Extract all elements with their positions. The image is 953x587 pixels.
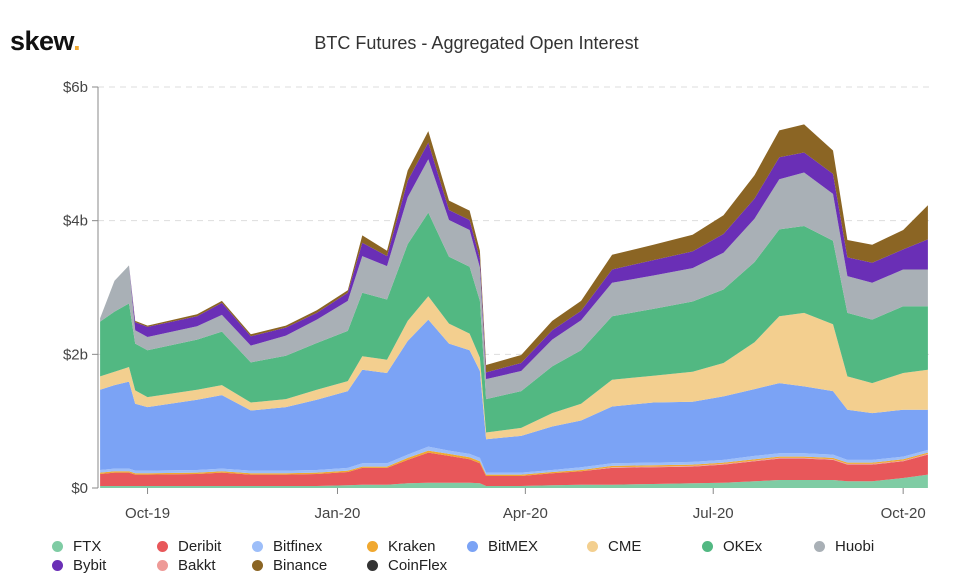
legend-item-bitfinex[interactable]: Bitfinex [252,538,367,555]
chart-title: BTC Futures - Aggregated Open Interest [314,33,639,53]
x-tick-label: Jan-20 [315,505,361,522]
x-tick-label: Oct-19 [125,505,170,522]
legend-item-deribit[interactable]: Deribit [157,538,252,555]
area-okex [100,212,928,433]
area-ftx [100,474,928,488]
legend-dot-icon [157,560,168,571]
legend-dot-icon [252,560,263,571]
area-cme [100,296,928,440]
legend-item-bitmex[interactable]: BitMEX [467,538,587,555]
legend-dot-icon [367,541,378,552]
legend-item-okex[interactable]: OKEx [702,538,814,555]
legend: FTX Deribit Bitfinex Kraken BitMEX CME OKEx Huo… [52,538,912,574]
logo-text: skew [10,26,74,56]
legend-label: Bybit [73,557,107,574]
area-bitmex [100,319,928,473]
legend-label: OKEx [723,538,763,555]
legend-label: Huobi [835,538,875,555]
legend-label: BitMEX [488,538,539,555]
legend-dot-icon [587,541,598,552]
legend-item-bybit[interactable]: Bybit [52,557,157,574]
legend-label: Bitfinex [273,538,323,555]
legend-dot-icon [52,541,63,552]
legend-item-kraken[interactable]: Kraken [367,538,467,555]
logo-dot: . [73,26,81,56]
legend-label: Binance [273,557,328,574]
legend-item-cme[interactable]: CME [587,538,702,555]
y-tick-label: $6b [63,79,88,96]
area-deribit [100,452,928,486]
legend-label: CME [608,538,642,555]
x-tick-label: Oct-20 [881,505,926,522]
area-kraken [100,450,928,476]
legend-dot-icon [252,541,263,552]
skew-logo: skew. [10,26,81,57]
legend-item-bakkt[interactable]: Bakkt [157,557,252,574]
y-tick-label: $0 [71,480,88,497]
legend-label: FTX [73,538,102,555]
legend-dot-icon [157,541,168,552]
legend-item-ftx[interactable]: FTX [52,538,157,555]
legend-dot-icon [702,541,713,552]
x-tick-label: Apr-20 [503,505,548,522]
legend-item-huobi[interactable]: Huobi [814,538,914,555]
x-tick-label: Jul-20 [693,505,734,522]
area-bitfinex [100,446,928,475]
legend-dot-icon [367,560,378,571]
legend-label: Kraken [388,538,436,555]
legend-dot-icon [814,541,825,552]
area-bybit [100,142,928,380]
legend-label: CoinFlex [388,557,448,574]
legend-item-coinflex[interactable]: CoinFlex [367,557,467,574]
legend-label: Bakkt [178,557,216,574]
legend-label: Deribit [178,538,222,555]
y-tick-label: $4b [63,213,88,230]
legend-dot-icon [52,560,63,571]
legend-dot-icon [467,541,478,552]
area-huobi [100,159,928,400]
y-tick-label: $2b [63,346,88,363]
legend-item-binance[interactable]: Binance [252,557,367,574]
